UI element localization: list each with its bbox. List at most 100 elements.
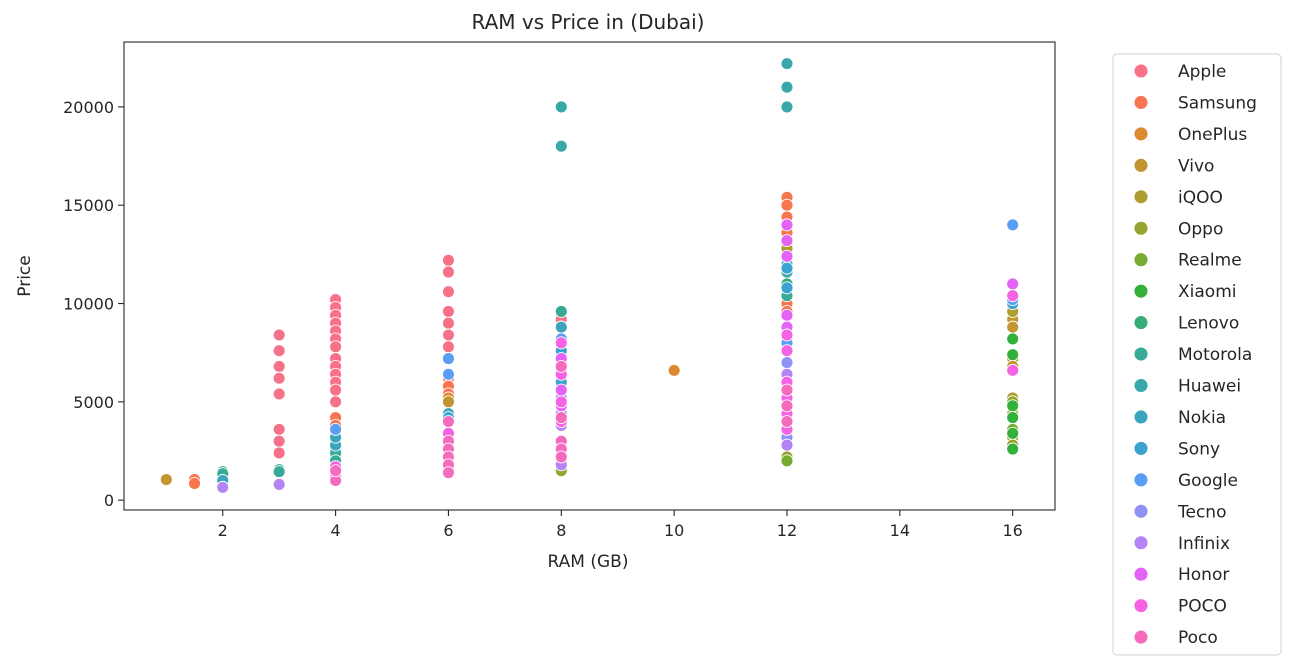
series-iqoo bbox=[780, 242, 1020, 421]
legend-marker bbox=[1133, 189, 1149, 205]
data-point bbox=[272, 371, 286, 385]
data-point bbox=[329, 422, 343, 436]
data-point bbox=[329, 340, 343, 354]
data-point bbox=[272, 477, 286, 491]
legend-label: Oppo bbox=[1178, 219, 1223, 239]
legend-item: Samsung bbox=[1133, 93, 1257, 113]
data-point bbox=[1006, 320, 1020, 334]
legend-label: OnePlus bbox=[1178, 125, 1247, 145]
data-point bbox=[188, 477, 201, 490]
series-oneplus bbox=[441, 238, 794, 405]
x-tick-label: 6 bbox=[443, 521, 453, 540]
series-poco bbox=[329, 289, 1020, 476]
legend-label: Xiaomi bbox=[1178, 282, 1236, 302]
legend-marker bbox=[1133, 440, 1149, 456]
legend-marker bbox=[1133, 503, 1149, 519]
y-tick-label: 15000 bbox=[63, 196, 114, 215]
data-point bbox=[554, 450, 568, 464]
data-point bbox=[441, 352, 455, 366]
series-sony bbox=[441, 261, 1020, 425]
legend: Apple Samsung OnePlus Vivo iQOO Oppo Realme Xia… bbox=[1112, 53, 1282, 656]
y-axis: 0 5000 10000 15000 20000 bbox=[63, 98, 124, 510]
data-point bbox=[780, 399, 794, 413]
data-point bbox=[272, 446, 286, 460]
legend-marker bbox=[1133, 566, 1149, 582]
data-point bbox=[554, 320, 568, 334]
legend-item: Tecno bbox=[1133, 502, 1226, 522]
data-point bbox=[441, 253, 455, 267]
legend-frame bbox=[1112, 53, 1282, 656]
data-point bbox=[554, 360, 568, 373]
legend-marker bbox=[1133, 535, 1149, 551]
legend-marker bbox=[1133, 629, 1149, 645]
legend-label: Realme bbox=[1178, 251, 1242, 271]
x-tick-label: 10 bbox=[664, 521, 684, 540]
legend-label: Nokia bbox=[1178, 408, 1226, 428]
y-tick-label: 5000 bbox=[73, 393, 114, 412]
data-point bbox=[780, 383, 794, 397]
legend-item: Honor bbox=[1133, 565, 1229, 585]
data-point bbox=[1006, 363, 1020, 377]
data-point bbox=[441, 304, 455, 318]
legend-marker bbox=[1133, 63, 1149, 79]
series-poco bbox=[329, 360, 794, 487]
data-point bbox=[780, 234, 794, 248]
chart-title: RAM vs Price in (Dubai) bbox=[472, 10, 705, 34]
data-point bbox=[780, 100, 794, 114]
legend-label: Honor bbox=[1178, 565, 1229, 585]
legend-item: Poco bbox=[1133, 628, 1218, 648]
x-axis: 2 4 6 8 10 12 14 16 bbox=[218, 510, 1023, 540]
data-point bbox=[329, 383, 343, 397]
data-point bbox=[272, 328, 286, 342]
data-point bbox=[159, 473, 173, 486]
data-point bbox=[554, 395, 568, 409]
series-infinix bbox=[216, 367, 794, 494]
legend-marker bbox=[1133, 598, 1149, 614]
data-point bbox=[554, 336, 568, 350]
legend-item: Vivo bbox=[1133, 156, 1214, 176]
data-point bbox=[780, 328, 794, 342]
data-point bbox=[441, 316, 455, 330]
legend-item: Google bbox=[1133, 471, 1238, 491]
data-point bbox=[780, 281, 794, 295]
data-point bbox=[1006, 411, 1020, 425]
data-point bbox=[554, 100, 568, 114]
data-point bbox=[780, 218, 794, 232]
data-point bbox=[441, 466, 455, 480]
legend-label: Poco bbox=[1178, 628, 1218, 648]
y-tick-label: 10000 bbox=[63, 295, 114, 314]
legend-item: Huawei bbox=[1133, 377, 1241, 397]
data-point bbox=[329, 464, 343, 478]
x-tick-label: 2 bbox=[218, 521, 228, 540]
data-point bbox=[441, 285, 455, 299]
legend-marker bbox=[1133, 378, 1149, 393]
legend-marker bbox=[1133, 252, 1149, 268]
legend-item: Lenovo bbox=[1133, 314, 1239, 334]
legend-label: Infinix bbox=[1178, 534, 1230, 554]
data-point bbox=[780, 57, 794, 71]
legend-label: Vivo bbox=[1178, 156, 1214, 176]
plot-frame bbox=[123, 41, 1056, 511]
data-point bbox=[1006, 277, 1020, 291]
data-point bbox=[780, 415, 794, 428]
legend-label: Tecno bbox=[1177, 502, 1226, 522]
legend-marker bbox=[1133, 409, 1149, 425]
legend-marker bbox=[1133, 283, 1149, 299]
legend-marker bbox=[1133, 315, 1149, 331]
legend-item: Oppo bbox=[1133, 219, 1223, 239]
legend-marker bbox=[1133, 472, 1149, 488]
legend-item: Nokia bbox=[1133, 408, 1226, 428]
x-tick-label: 12 bbox=[777, 521, 797, 540]
legend-marker bbox=[1133, 94, 1149, 110]
series-huawei bbox=[554, 57, 794, 279]
x-tick-label: 16 bbox=[1003, 521, 1023, 540]
data-point bbox=[554, 139, 568, 153]
data-point bbox=[780, 356, 794, 369]
legend-label: Samsung bbox=[1178, 93, 1257, 113]
data-point bbox=[780, 308, 794, 322]
x-tick-label: 4 bbox=[330, 521, 340, 540]
data-point bbox=[554, 383, 568, 397]
data-point bbox=[1006, 332, 1020, 346]
legend-item: Realme bbox=[1133, 251, 1242, 271]
